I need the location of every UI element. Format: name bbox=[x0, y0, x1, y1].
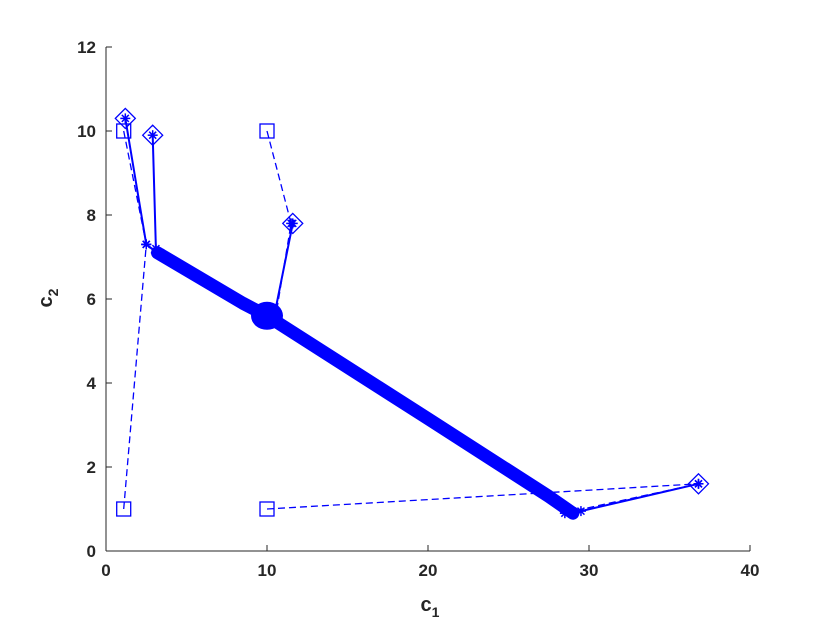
y-tick-label: 10 bbox=[77, 122, 96, 141]
x-tick-label: 30 bbox=[580, 561, 599, 580]
y-tick-label: 4 bbox=[87, 374, 97, 393]
x-tick-label: 0 bbox=[101, 561, 110, 580]
x-axis-label: c1 bbox=[421, 594, 440, 620]
diamond-marker bbox=[281, 212, 304, 235]
diamond-marker bbox=[141, 124, 164, 147]
diamond-marker bbox=[114, 107, 137, 130]
star-marker bbox=[141, 239, 152, 250]
y-tick-label: 0 bbox=[87, 542, 96, 561]
series-layer bbox=[123, 118, 700, 520]
series-line-9 bbox=[151, 246, 580, 520]
star-marker bbox=[147, 130, 158, 141]
star-marker bbox=[120, 113, 131, 124]
series-line-2 bbox=[123, 130, 157, 254]
y-axis-label: c2 bbox=[35, 288, 61, 307]
diamond-marker bbox=[687, 472, 710, 495]
axes: 0 10 20 30 40 0 2 4 6 8 10 12 bbox=[77, 38, 759, 580]
star-marker bbox=[567, 508, 578, 519]
series-line-1 bbox=[123, 243, 157, 510]
series-line-4 bbox=[266, 483, 700, 512]
x-tick-label: 20 bbox=[419, 561, 438, 580]
y-tick-label: 6 bbox=[87, 290, 96, 309]
x-tick-label: 40 bbox=[741, 561, 760, 580]
star-marker bbox=[575, 506, 586, 517]
square-marker bbox=[116, 501, 132, 517]
star-marker bbox=[287, 218, 298, 229]
square-marker bbox=[259, 123, 275, 139]
series-line-6 bbox=[151, 135, 162, 254]
y-tick-label: 8 bbox=[87, 206, 96, 225]
convergence-blob bbox=[251, 301, 283, 330]
y-tick-label: 2 bbox=[87, 458, 96, 477]
square-marker bbox=[116, 123, 132, 139]
y-tick-label: 12 bbox=[77, 38, 96, 57]
star-marker bbox=[152, 247, 163, 258]
marker-layer bbox=[114, 107, 710, 519]
square-marker bbox=[259, 501, 275, 517]
star-marker bbox=[693, 478, 704, 489]
x-tick-label: 10 bbox=[258, 561, 277, 580]
